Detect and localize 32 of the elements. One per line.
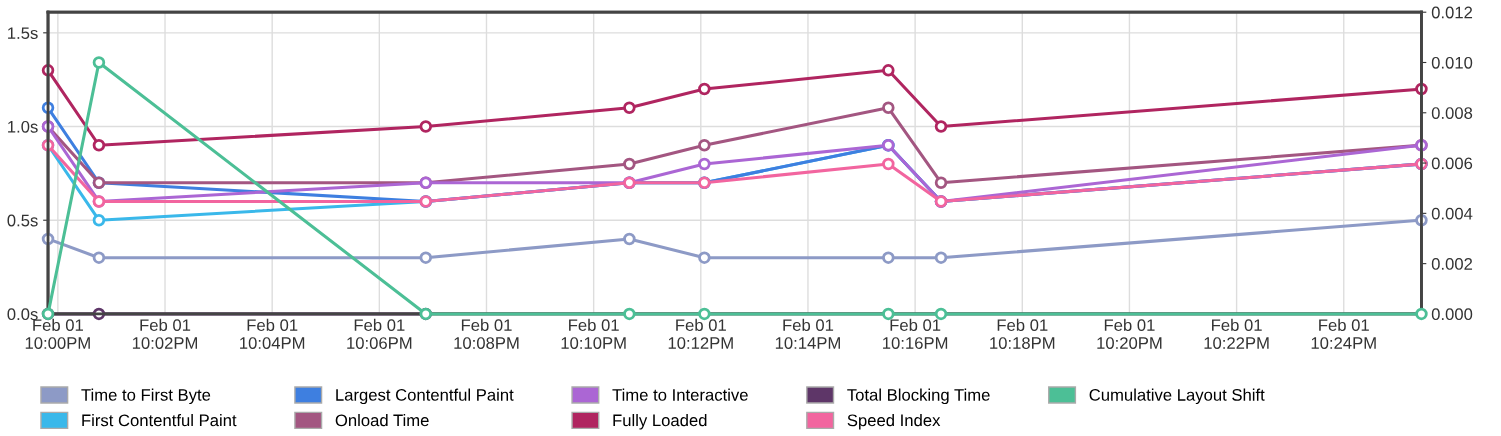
x-tick-label: Feb 01 10:04PM	[240, 318, 305, 349]
x-tick-label: Feb 01 10:20PM	[1097, 318, 1162, 349]
x-tick-label: Feb 01 10:22PM	[1204, 318, 1269, 349]
y2-tick-label: 0.008	[1431, 107, 1473, 119]
x-tick-label: Feb 01 10:18PM	[990, 318, 1055, 349]
legend-label: Cumulative Layout Shift	[1089, 388, 1265, 405]
x-tick-label: Feb 01 10:14PM	[775, 318, 840, 349]
x-tick-label: Feb 01 10:12PM	[668, 318, 733, 349]
y2-tick-label: 0.002	[1431, 258, 1473, 270]
y-tick-label: 0.0s	[7, 308, 38, 321]
legend-label: Onload Time	[335, 414, 429, 427]
legend-label: First Contentful Paint	[82, 414, 237, 427]
x-tick-label: Feb 01 10:24PM	[1311, 318, 1376, 349]
x-tick-label: Feb 01 10:02PM	[132, 318, 197, 349]
legend-label: Fully Loaded	[613, 414, 707, 430]
x-tick-label: Feb 01 10:16PM	[883, 318, 948, 349]
y2-tick-label: 0.010	[1431, 56, 1473, 69]
y-tick-label: 1.5s	[8, 27, 38, 40]
x-tick-label: Feb 01 10:06PM	[347, 318, 412, 349]
y-tick-label: 0.5s	[7, 214, 38, 227]
legend-label: Time to Interactive	[612, 388, 748, 401]
legend-label: Largest Contentful Paint	[336, 388, 514, 405]
y2-tick-label: 0.004	[1431, 207, 1473, 220]
y2-tick-label: 0.012	[1431, 6, 1473, 19]
y-tick-label: 1.0s	[8, 120, 38, 133]
x-tick-label: Feb 01 10:08PM	[454, 318, 519, 349]
legend-label: Time to First Byte	[81, 388, 211, 405]
legend-label: Speed Index	[847, 414, 941, 430]
y2-tick-label: 0.000	[1431, 308, 1473, 321]
legend-label: Total Blocking Time	[847, 388, 990, 405]
y2-tick-label: 0.006	[1431, 157, 1473, 170]
x-tick-label: Feb 01 10:10PM	[561, 318, 626, 349]
